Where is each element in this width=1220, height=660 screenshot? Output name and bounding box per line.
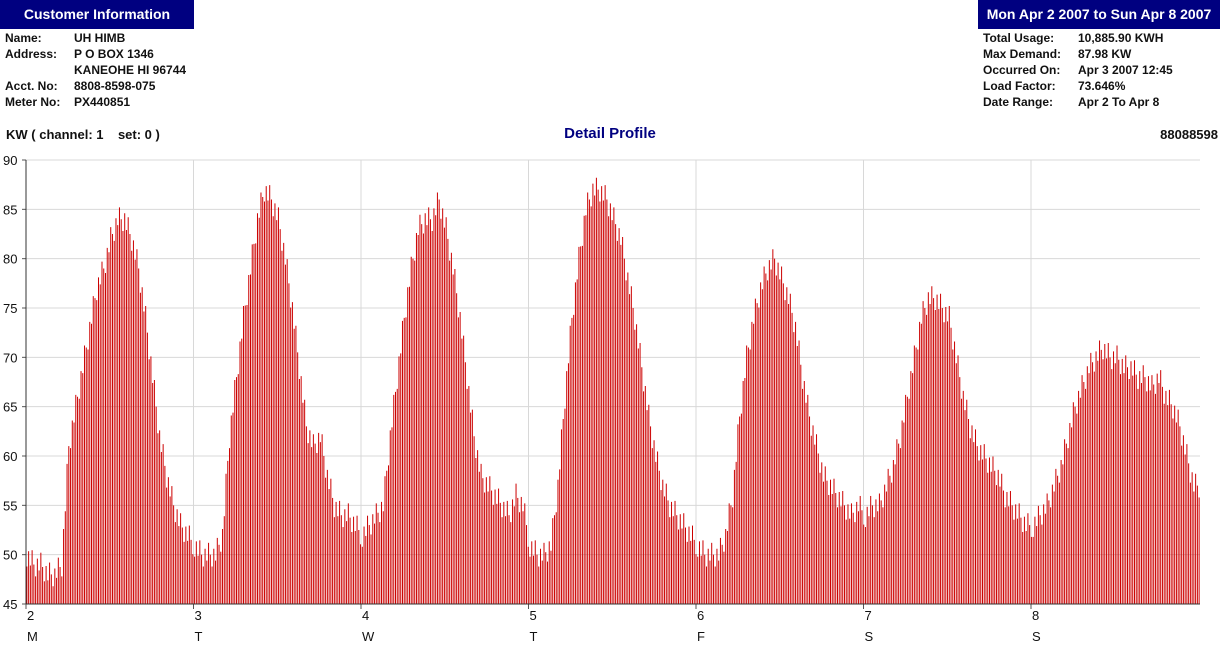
detail-profile-chart: 45 50 55 60 65 70 75 80 85 90 2 M 3 T 4 W 5 T 6 F 7 S 8 S: [3, 153, 1200, 644]
date-range-row: Date Range: Apr 2 To Apr 8: [983, 94, 1173, 110]
y-tick-label: 60: [3, 449, 17, 464]
x-tick-label: 2: [27, 608, 34, 623]
y-tick-label: 90: [3, 153, 17, 168]
field-value: UH HIMB: [74, 31, 126, 45]
x-weekday-label: T: [195, 629, 203, 644]
x-weekday-label: W: [362, 629, 375, 644]
customer-name-row: Name: UH HIMB: [5, 30, 186, 46]
axes: 45 50 55 60 65 70 75 80 85 90 2 M 3 T 4 W 5 T 6 F 7 S 8 S: [3, 153, 1200, 644]
occurred-on-row: Occurred On: Apr 3 2007 12:45: [983, 62, 1173, 78]
grid: [26, 159, 1200, 604]
y-tick-label: 65: [3, 400, 17, 415]
field-label: Address:: [5, 47, 58, 61]
load-factor-row: Load Factor: 73.646%: [983, 78, 1173, 94]
y-tick-label: 80: [3, 252, 17, 267]
x-weekday-label: T: [530, 629, 538, 644]
customer-meter-row: Meter No: PX440851: [5, 94, 186, 110]
x-tick-label: 3: [195, 608, 202, 623]
y-tick-label: 85: [3, 202, 17, 217]
y-tick-label: 70: [3, 350, 17, 365]
x-weekday-label: F: [697, 629, 705, 644]
y-tick-label: 75: [3, 301, 17, 316]
y-tick-label: 55: [3, 498, 17, 513]
bar-series: [26, 177, 1200, 604]
y-tick-label: 45: [3, 597, 17, 612]
x-weekday-label: M: [27, 629, 38, 644]
customer-address-line2-row: KANEOHE HI 96744: [5, 62, 186, 78]
field-value: P O BOX 1346: [74, 47, 154, 61]
field-value: 87.98 KW: [1078, 47, 1132, 61]
x-tick-label: 5: [530, 608, 537, 623]
customer-info-header: Customer Information: [0, 0, 194, 29]
x-weekday-label: S: [865, 629, 874, 644]
field-label: Date Range:: [983, 95, 1054, 109]
chart-title: Detail Profile: [564, 125, 656, 142]
field-label: Total Usage:: [983, 31, 1055, 45]
x-tick-label: 7: [865, 608, 872, 623]
field-label: Occurred On:: [983, 63, 1061, 77]
field-value: Apr 2 To Apr 8: [1078, 95, 1160, 109]
field-label: [5, 62, 74, 78]
field-label: Max Demand:: [983, 47, 1062, 61]
field-value: 73.646%: [1078, 79, 1126, 93]
field-label: Load Factor:: [983, 79, 1056, 93]
max-demand-row: Max Demand: 87.98 KW: [983, 46, 1173, 62]
x-weekday-label: S: [1032, 629, 1041, 644]
usage-summary-panel: Total Usage: 10,885.90 KWH Max Demand: 8…: [983, 30, 1173, 110]
customer-info-panel: Name: UH HIMB Address: P O BOX 1346 KANE…: [5, 30, 186, 110]
field-label: Meter No:: [5, 95, 61, 109]
y-tick-label: 50: [3, 548, 17, 563]
x-tick-label: 8: [1032, 608, 1039, 623]
field-label: Acct. No:: [5, 79, 58, 93]
x-tick-label: 4: [362, 608, 369, 623]
meter-id-label: 88088598: [1160, 127, 1218, 142]
customer-account-row: Acct. No: 8808-8598-075: [5, 78, 186, 94]
field-label: Name:: [5, 31, 42, 45]
field-value: 10,885.90 KWH: [1078, 31, 1164, 45]
date-period-header: Mon Apr 2 2007 to Sun Apr 8 2007: [978, 0, 1220, 29]
field-value: KANEOHE HI 96744: [74, 63, 187, 77]
field-value: 8808-8598-075: [74, 79, 156, 93]
channel-label: KW ( channel: 1 set: 0 ): [6, 127, 160, 142]
field-value: Apr 3 2007 12:45: [1078, 63, 1173, 77]
customer-address-row: Address: P O BOX 1346: [5, 46, 186, 62]
field-value: PX440851: [74, 95, 131, 109]
x-tick-label: 6: [697, 608, 704, 623]
total-usage-row: Total Usage: 10,885.90 KWH: [983, 30, 1173, 46]
